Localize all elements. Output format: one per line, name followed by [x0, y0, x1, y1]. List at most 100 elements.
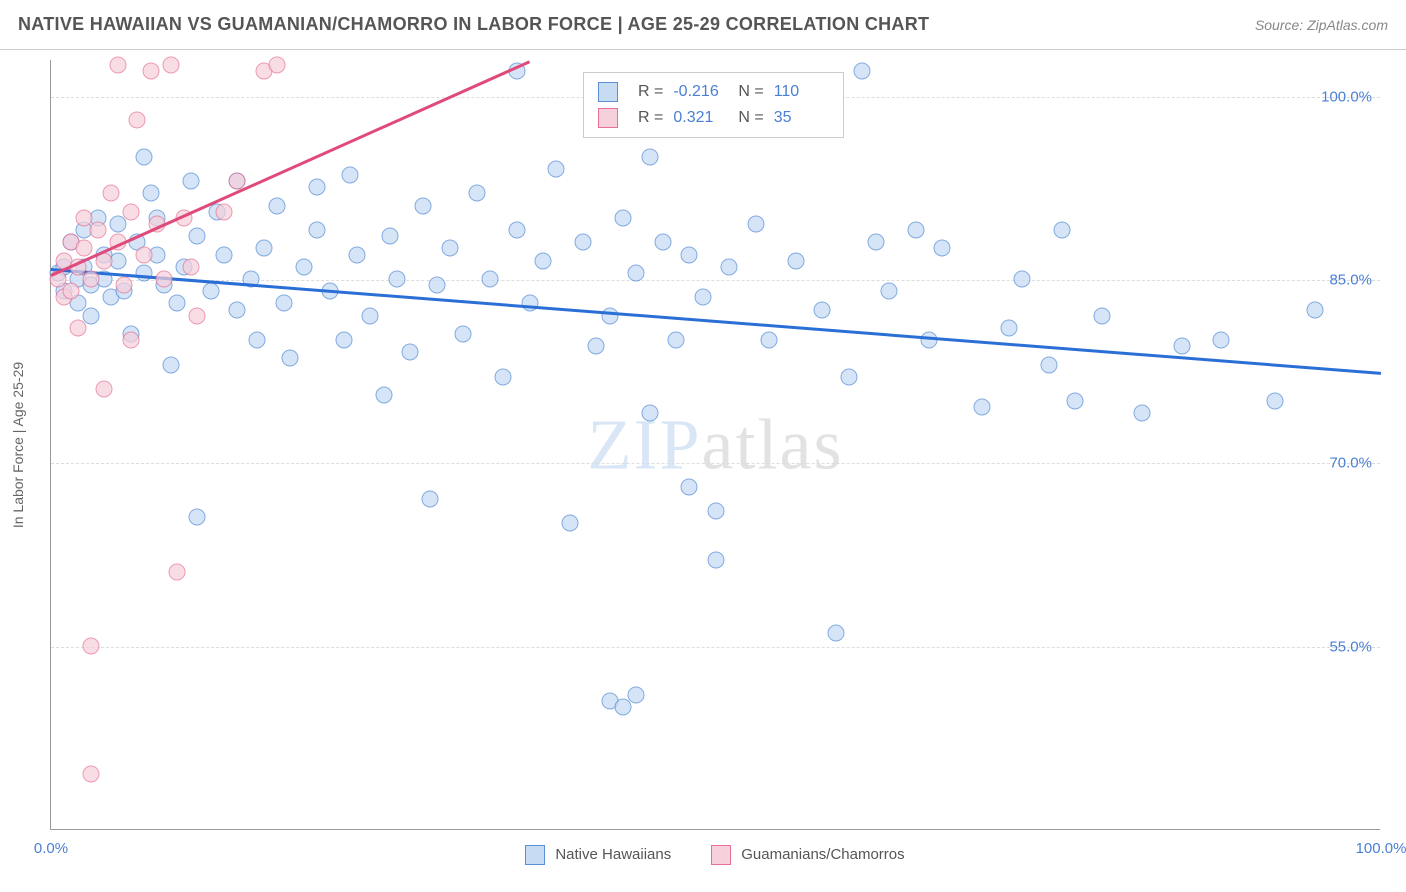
data-point: [142, 63, 159, 80]
data-point: [109, 57, 126, 74]
data-point: [681, 478, 698, 495]
data-point: [76, 240, 93, 257]
data-point: [548, 161, 565, 178]
stats-box: R =-0.216N =110R =0.321N =35: [583, 72, 844, 138]
data-point: [747, 216, 764, 233]
data-point: [1266, 393, 1283, 410]
data-point: [761, 332, 778, 349]
stat-n-label: N =: [738, 79, 763, 105]
data-point: [654, 234, 671, 251]
stat-n-value: 110: [774, 79, 829, 105]
data-point: [169, 564, 186, 581]
data-point: [920, 332, 937, 349]
watermark: ZIPatlas: [588, 403, 844, 486]
data-point: [275, 295, 292, 312]
data-point: [342, 167, 359, 184]
data-point: [1040, 356, 1057, 373]
data-point: [934, 240, 951, 257]
data-point: [1053, 222, 1070, 239]
gridline: [51, 463, 1380, 464]
data-point: [1000, 319, 1017, 336]
data-point: [189, 509, 206, 526]
data-point: [907, 222, 924, 239]
data-point: [136, 148, 153, 165]
data-point: [415, 197, 432, 214]
data-point: [614, 209, 631, 226]
stats-row: R =0.321N =35: [598, 105, 829, 131]
plot-surface: ZIPatlas 55.0%70.0%85.0%100.0%0.0%100.0%…: [50, 60, 1380, 830]
data-point: [708, 552, 725, 569]
data-point: [388, 271, 405, 288]
y-tick-label: 55.0%: [1329, 638, 1372, 655]
data-point: [1067, 393, 1084, 410]
chart-header: NATIVE HAWAIIAN VS GUAMANIAN/CHAMORRO IN…: [0, 0, 1406, 50]
data-point: [561, 515, 578, 532]
data-point: [122, 203, 139, 220]
legend-swatch: [711, 845, 731, 865]
data-point: [215, 203, 232, 220]
data-point: [309, 179, 326, 196]
data-point: [382, 228, 399, 245]
data-point: [162, 57, 179, 74]
series-legend: Native HawaiiansGuamanians/Chamorros: [50, 845, 1380, 865]
data-point: [628, 686, 645, 703]
data-point: [335, 332, 352, 349]
data-point: [136, 264, 153, 281]
data-point: [169, 295, 186, 312]
data-point: [82, 271, 99, 288]
data-point: [481, 271, 498, 288]
stat-r-value: -0.216: [673, 79, 728, 105]
stat-r-label: R =: [638, 105, 663, 131]
stats-row: R = -0.216 N = 110: [598, 79, 829, 105]
data-point: [142, 185, 159, 202]
data-point: [89, 222, 106, 239]
data-point: [269, 57, 286, 74]
data-point: [694, 289, 711, 306]
data-point: [309, 222, 326, 239]
plot-area: ZIPatlas 55.0%70.0%85.0%100.0%0.0%100.0%…: [50, 60, 1380, 830]
data-point: [1013, 271, 1030, 288]
y-tick-label: 100.0%: [1321, 88, 1372, 105]
legend-item: Guamanians/Chamorros: [711, 845, 904, 865]
data-point: [82, 307, 99, 324]
legend-label: Guamanians/Chamorros: [741, 846, 904, 863]
stat-r-value: 0.321: [673, 105, 728, 131]
watermark-atlas: atlas: [702, 404, 844, 484]
data-point: [362, 307, 379, 324]
y-tick-label: 85.0%: [1329, 272, 1372, 289]
trend-line: [51, 268, 1381, 374]
data-point: [102, 185, 119, 202]
data-point: [601, 307, 618, 324]
stats-swatch: [598, 82, 618, 102]
data-point: [1306, 301, 1323, 318]
data-point: [588, 338, 605, 355]
data-point: [641, 148, 658, 165]
data-point: [428, 277, 445, 294]
data-point: [156, 271, 173, 288]
data-point: [162, 356, 179, 373]
data-point: [422, 491, 439, 508]
data-point: [974, 399, 991, 416]
data-point: [521, 295, 538, 312]
data-point: [787, 252, 804, 269]
data-point: [841, 368, 858, 385]
stats-swatch: [598, 108, 618, 128]
data-point: [122, 332, 139, 349]
data-point: [468, 185, 485, 202]
data-point: [575, 234, 592, 251]
gridline: [51, 647, 1380, 648]
data-point: [229, 301, 246, 318]
legend-swatch: [525, 845, 545, 865]
data-point: [402, 344, 419, 361]
data-point: [129, 112, 146, 129]
data-point: [69, 319, 86, 336]
stat-r-label: R =: [638, 79, 663, 105]
trend-line: [50, 60, 530, 276]
data-point: [215, 246, 232, 263]
data-point: [442, 240, 459, 257]
data-point: [96, 381, 113, 398]
data-point: [535, 252, 552, 269]
data-point: [189, 307, 206, 324]
data-point: [249, 332, 266, 349]
data-point: [1213, 332, 1230, 349]
